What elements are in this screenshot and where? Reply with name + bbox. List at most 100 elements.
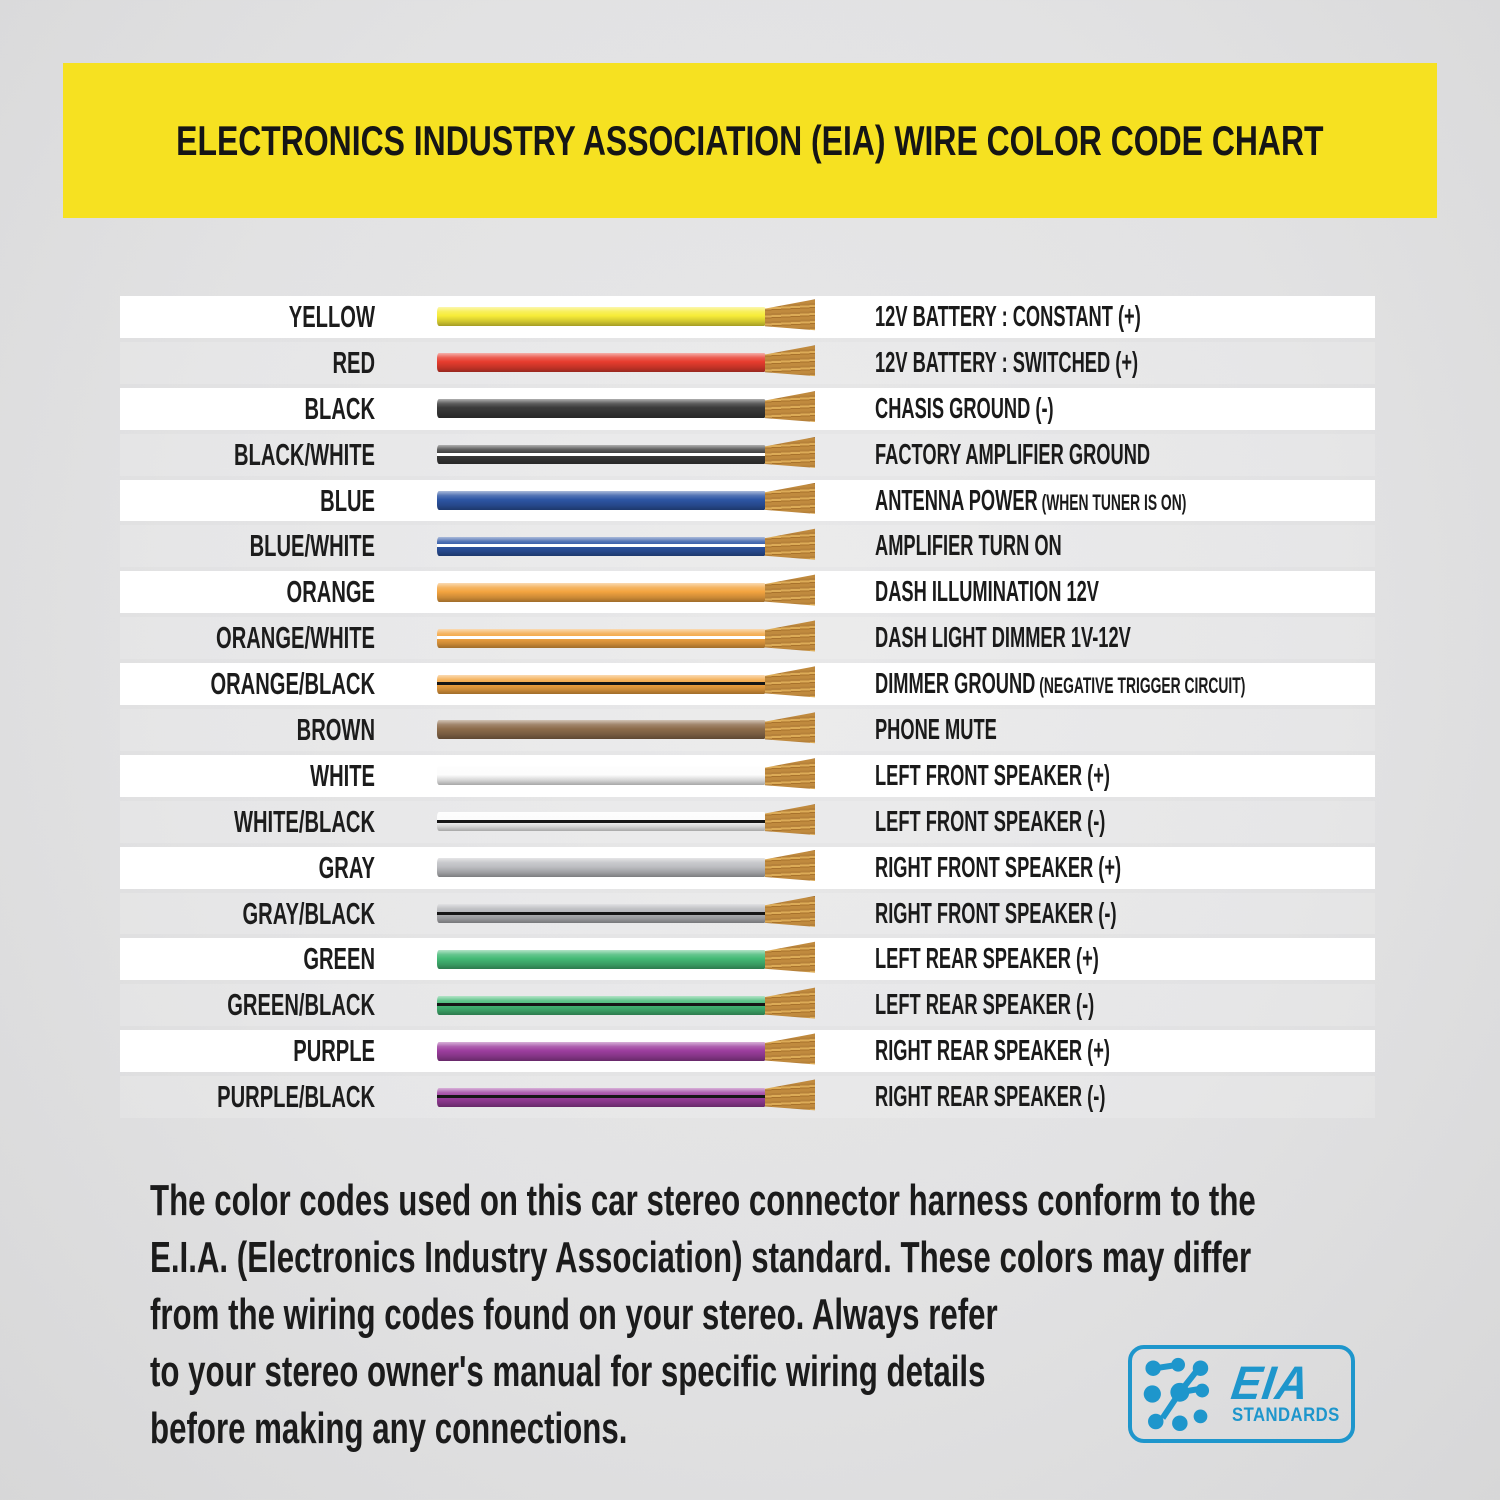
wire-graphic (437, 399, 766, 419)
table-row: ORANGE DASH ILLUMINATION 12V (120, 569, 1375, 615)
wire-stripe (437, 452, 766, 456)
table-row: BLACK CHASIS GROUND (-) (120, 386, 1375, 432)
table-row: BROWN PHONE MUTE (120, 707, 1375, 753)
table-row: YELLOW 12V BATTERY : CONSTANT (+) (120, 294, 1375, 340)
wire-graphic (437, 766, 766, 786)
footer-text-line: E.I.A. (Electronics Industry Association… (150, 1233, 1252, 1282)
header-banner: ELECTRONICS INDUSTRY ASSOCIATION (EIA) W… (63, 63, 1437, 218)
wire-graphic (437, 307, 766, 327)
copper-strands-icon (765, 849, 815, 881)
wire-function-note: (NEGATIVE TRIGGER CIRCUIT) (1035, 673, 1246, 699)
wire-function-label: AMPLIFIER TURN ON (875, 530, 1062, 563)
wire-color-label: BLUE/WHITE (249, 528, 375, 564)
wire-graphic (437, 949, 766, 969)
footer-paragraph: The color codes used on this car stereo … (150, 1172, 1500, 1457)
table-row: RED 12V BATTERY : SWITCHED (+) (120, 340, 1375, 386)
copper-strands-icon (765, 482, 815, 514)
copper-strands-icon (765, 804, 815, 836)
wire-graphic (437, 491, 766, 510)
copper-strands-icon (765, 574, 815, 606)
wire-color-label: YELLOW (288, 299, 375, 334)
copper-strands-icon (765, 1033, 815, 1065)
copper-strands-icon (765, 987, 815, 1019)
wire-graphic (437, 582, 766, 602)
wire-function-label: RIGHT FRONT SPEAKER (+) (875, 851, 1122, 884)
wire-color-label: PURPLE/BLACK (217, 1079, 375, 1115)
wire-function-label: ANTENNA POWER (WHEN TUNER IS ON) (875, 484, 1187, 517)
copper-strands-icon (765, 712, 815, 744)
footer-text-line: The color codes used on this car stereo … (150, 1176, 1256, 1225)
wire-function-label: RIGHT FRONT SPEAKER (-) (875, 897, 1117, 930)
wire-function-label: FACTORY AMPLIFIER GROUND (875, 438, 1151, 471)
table-row: BLACK/WHITE FACTORY AMPLIFIER GROUND (120, 432, 1375, 478)
wire-color-label: ORANGE/BLACK (210, 666, 375, 702)
wire-stripe (437, 636, 766, 640)
wire-graphic (437, 995, 766, 1015)
wire-function-label: DIMMER GROUND (NEGATIVE TRIGGER CIRCUIT) (875, 668, 1246, 701)
wire-color-label: ORANGE/WHITE (216, 620, 375, 656)
wire-function-label: RIGHT REAR SPEAKER (+) (875, 1035, 1110, 1068)
wire-graphic (437, 674, 766, 694)
wire-color-label: BROWN (296, 712, 375, 748)
copper-strands-icon (765, 941, 815, 973)
table-row: BLUE/WHITE AMPLIFIER TURN ON (120, 523, 1375, 569)
copper-strands-icon (765, 436, 815, 468)
wire-stripe (437, 682, 766, 686)
copper-strands-icon (765, 758, 815, 790)
table-row: ORANGE/WHITE DASH LIGHT DIMMER 1V-12V (120, 615, 1375, 661)
eia-logo-text: EIA (1228, 1356, 1314, 1409)
page-title: ELECTRONICS INDUSTRY ASSOCIATION (EIA) W… (176, 116, 1324, 164)
wire-color-label: PURPLE (293, 1033, 375, 1069)
footer-text-line: before making any connections. (150, 1404, 628, 1453)
eia-standards-text: STANDARDS (1232, 1405, 1340, 1426)
wire-graphic (437, 858, 766, 878)
wire-function-label: LEFT FRONT SPEAKER (-) (875, 805, 1106, 838)
wire-color-label: RED (332, 344, 375, 380)
wire-function-label: DASH ILLUMINATION 12V (875, 576, 1099, 609)
table-row: GRAY/BLACK RIGHT FRONT SPEAKER (-) (120, 891, 1375, 937)
wire-function-label: LEFT REAR SPEAKER (+) (875, 943, 1099, 976)
wire-color-label: WHITE (310, 757, 375, 793)
wire-stripe (437, 1003, 766, 1007)
wire-graphic (437, 904, 766, 924)
wire-function-label: RIGHT REAR SPEAKER (-) (875, 1081, 1106, 1114)
wire-color-label: GRAY (318, 849, 375, 885)
eia-wordmark: EIA STANDARDS (1228, 1356, 1354, 1427)
wire-color-label: WHITE/BLACK (233, 803, 375, 839)
footer-text-line: to your stereo owner's manual for specif… (150, 1347, 986, 1396)
table-row: ORANGE/BLACK DIMMER GROUND (NEGATIVE TRIG… (120, 661, 1375, 707)
table-row: GRAY RIGHT FRONT SPEAKER (+) (120, 845, 1375, 891)
table-row: GREEN LEFT REAR SPEAKER (+) (120, 936, 1375, 982)
wire-graphic (437, 1041, 766, 1061)
wire-color-label: ORANGE (286, 574, 375, 610)
table-row: WHITE LEFT FRONT SPEAKER (+) (120, 753, 1375, 799)
table-row: PURPLE RIGHT REAR SPEAKER (+) (120, 1028, 1375, 1074)
wire-stripe (437, 819, 766, 823)
wire-graphic (437, 1087, 766, 1107)
wire-function-label: CHASIS GROUND (-) (875, 392, 1054, 425)
copper-strands-icon (765, 895, 815, 927)
wire-graphic (437, 536, 766, 556)
wire-color-label: GREEN/BLACK (227, 987, 375, 1023)
wire-color-label: BLACK (304, 390, 375, 426)
wire-function-label: 12V BATTERY : CONSTANT (+) (875, 301, 1141, 333)
wire-function-label: LEFT REAR SPEAKER (-) (875, 989, 1095, 1022)
wire-graphic (437, 353, 766, 373)
copper-strands-icon (765, 528, 815, 560)
table-row: GREEN/BLACK LEFT REAR SPEAKER (-) (120, 982, 1375, 1028)
wire-graphic (437, 812, 766, 832)
eia-dots-icon (1143, 1357, 1210, 1431)
eia-standards-logo: EIA STANDARDS (1128, 1345, 1355, 1443)
wire-function-label: LEFT FRONT SPEAKER (+) (875, 759, 1110, 792)
footer-text-line: from the wiring codes found on your ster… (150, 1290, 998, 1339)
wire-stripe (437, 911, 766, 915)
wire-color-label: BLUE (320, 482, 375, 518)
copper-strands-icon (765, 666, 815, 698)
wire-color-label: BLACK/WHITE (233, 436, 375, 472)
copper-strands-icon (765, 391, 815, 423)
copper-strands-icon (765, 620, 815, 652)
wire-graphic (437, 445, 766, 465)
wire-function-label: 12V BATTERY : SWITCHED (+) (875, 346, 1139, 379)
copper-strands-icon (765, 299, 815, 331)
table-row: WHITE/BLACK LEFT FRONT SPEAKER (-) (120, 799, 1375, 845)
